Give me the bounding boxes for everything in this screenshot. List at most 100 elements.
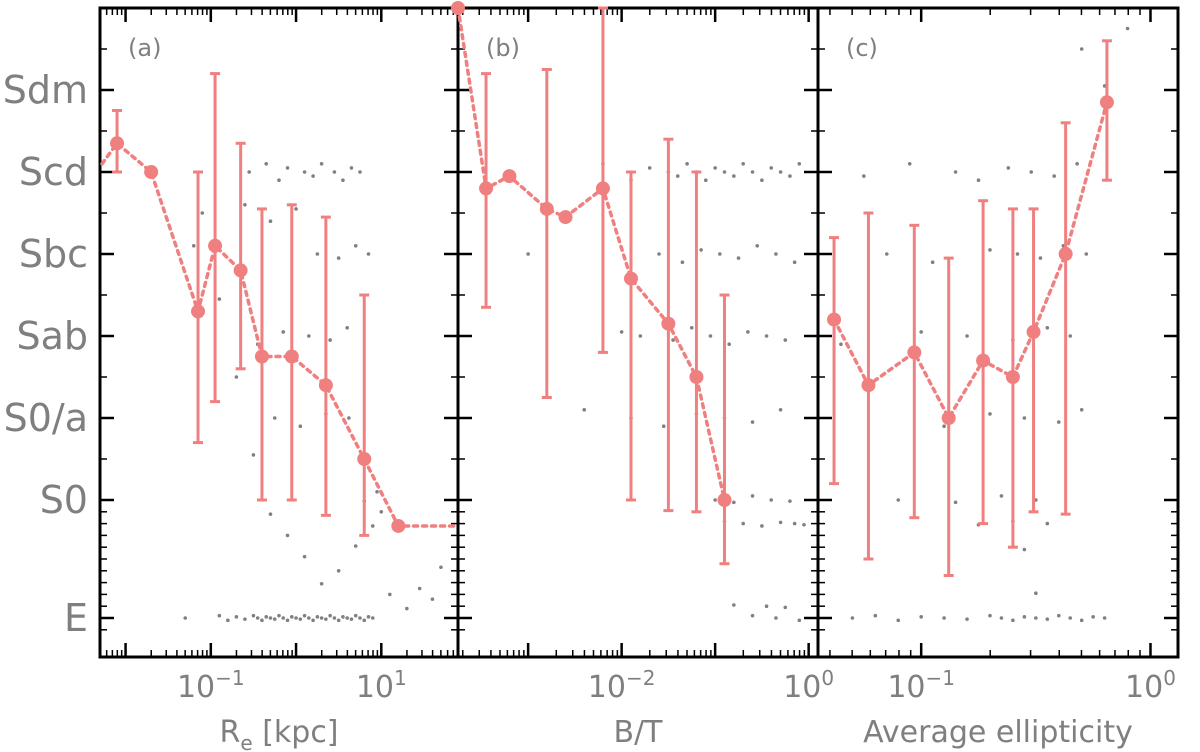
scatter-point (332, 616, 337, 620)
panel-1: 10−1 101 Re [kpc] (a) (98, 6, 460, 752)
scatter-point (294, 207, 298, 211)
scatter-point (839, 342, 843, 347)
scatter-point (307, 334, 311, 338)
mean-marker (1058, 247, 1073, 261)
mean-marker (144, 165, 159, 179)
scatter-point (243, 203, 247, 207)
scatter-point (1006, 166, 1011, 170)
scatter-point (217, 613, 222, 618)
scatter-point (802, 522, 806, 527)
scatter-point (1045, 617, 1050, 621)
scatter-point (341, 178, 345, 182)
x-tick-label: 101 (356, 666, 407, 705)
scatter-point (713, 166, 717, 170)
scatter-point (778, 408, 783, 412)
mean-marker (318, 378, 333, 393)
panel-label: (a) (128, 34, 161, 62)
scatter-point (661, 424, 666, 429)
scatter-point (285, 533, 290, 538)
panel-2: 10−2 100 B/T (b) (451, 1, 834, 750)
scatter-point (703, 178, 708, 182)
scatter-point (1079, 408, 1084, 412)
scatter-point (862, 174, 866, 178)
scatter-point (896, 498, 901, 502)
x-axis-label: B/T (613, 715, 663, 750)
scatter-point (1011, 618, 1015, 623)
scatter-point (268, 616, 273, 620)
scatter-point (1125, 26, 1130, 31)
scatter-point (264, 615, 269, 619)
scatter-point (1029, 170, 1034, 174)
scatter-point (251, 613, 256, 618)
scatter-point (750, 420, 755, 424)
scatter-point (328, 338, 332, 342)
scatter-point (226, 618, 230, 623)
scatter-point (298, 424, 303, 429)
scatter-point (388, 592, 392, 597)
scatter-point (988, 613, 992, 618)
x-tick-label: 10−1 (177, 666, 245, 705)
scatter-point (736, 256, 741, 260)
scatter-point (788, 174, 792, 178)
scatter-point (797, 162, 802, 166)
scatter-point (619, 330, 624, 334)
scatter-point (850, 616, 855, 620)
scatter-point (307, 616, 311, 620)
scatter-point (319, 581, 324, 586)
panels: 10−1 101 Re [kpc] (a) 10−2 100 B/T (b) 10−1 100 Av… (98, 1, 1180, 752)
scatter-point (379, 510, 384, 514)
mean-marker (623, 271, 638, 286)
scatter-point (345, 326, 349, 330)
x-tick-label: 10−1 (887, 666, 955, 705)
scatter-point (358, 616, 362, 620)
panel-label: (c) (846, 34, 878, 62)
mean-marker (233, 263, 248, 278)
scatter-point (689, 326, 694, 330)
x-axis-label: Re [kpc] (219, 715, 338, 752)
scatter-point (907, 162, 912, 166)
x-axis-label: Average ellipticity (863, 715, 1133, 750)
scatter-point (727, 342, 731, 347)
scatter-point (732, 174, 736, 178)
scatter-point (671, 338, 675, 342)
scatter-point (1052, 174, 1056, 178)
scatter-point (277, 178, 281, 182)
panel-frame (98, 6, 460, 659)
mean-marker (689, 370, 704, 384)
scatter-point (750, 170, 755, 174)
mean-marker (284, 349, 299, 364)
scatter-point (760, 178, 764, 182)
scatter-point (708, 334, 713, 338)
y-tick-label-scd: Scd (19, 150, 88, 194)
scatter-point (760, 524, 764, 528)
scatter-point (526, 252, 530, 256)
scatter-point (366, 252, 371, 256)
scatter-point (1034, 591, 1038, 596)
scatter-point (965, 334, 969, 338)
scatter-point (353, 613, 358, 618)
mean-marker (451, 1, 465, 15)
scatter-point (234, 615, 239, 619)
scatter-point (788, 499, 792, 503)
mean-marker (907, 345, 922, 360)
scatter-point (264, 162, 269, 166)
mean-marker (1005, 370, 1020, 384)
scatter-point (1022, 416, 1027, 420)
mean-marker (502, 169, 517, 184)
trend-line (100, 140, 458, 528)
scatter-point (1022, 547, 1027, 552)
x-tick-label: 100 (783, 666, 834, 705)
scatter-point (713, 498, 717, 502)
scatter-point (1015, 252, 1020, 256)
scatter-point (353, 244, 358, 248)
mean-marker (976, 353, 991, 368)
mean-marker (208, 238, 223, 253)
mean-marker (827, 312, 842, 327)
mean-marker (1026, 324, 1041, 339)
scatter-point (1075, 162, 1079, 166)
scatter-point (884, 252, 889, 256)
scatter-point (1091, 615, 1095, 619)
scatter-point (1079, 47, 1084, 51)
scatter-point (1045, 521, 1050, 526)
